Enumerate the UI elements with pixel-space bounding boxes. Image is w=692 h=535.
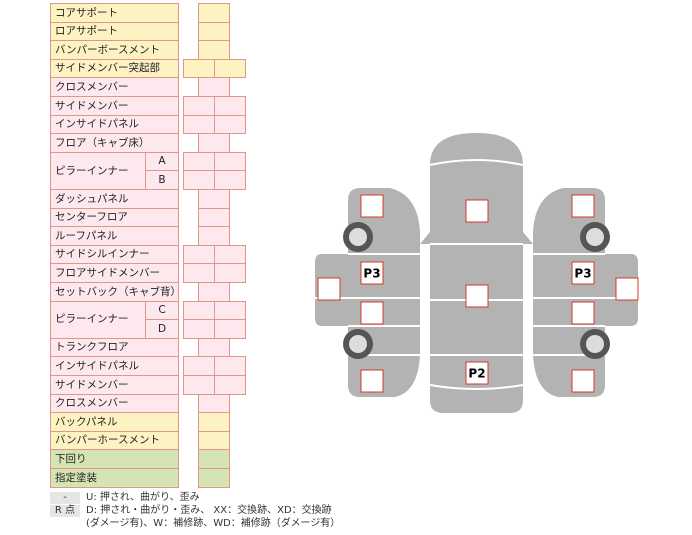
check-cell — [183, 356, 215, 376]
row-sublabel: B — [145, 170, 179, 190]
part-label: P3 — [574, 267, 591, 281]
check-box — [571, 369, 595, 393]
check-box — [465, 284, 489, 308]
car-body — [430, 133, 523, 413]
row-label: ピラーインナー — [50, 300, 146, 339]
check-cell — [214, 375, 246, 395]
legend-key: R 点 — [50, 505, 80, 517]
check-cell — [198, 133, 230, 153]
check-cell — [214, 170, 246, 190]
check-box — [615, 277, 639, 301]
check-box — [571, 194, 595, 218]
part-label: P3 — [363, 267, 380, 281]
row-label: クロスメンバー — [50, 393, 179, 414]
check-cell — [198, 468, 230, 488]
check-box — [571, 301, 595, 325]
check-cell — [198, 40, 230, 60]
row-label: センターフロア — [50, 207, 179, 228]
side-line — [315, 253, 420, 356]
check-box — [360, 194, 384, 218]
row-label: インサイドパネル — [50, 114, 179, 135]
check-box — [360, 261, 384, 285]
row-label: 下回り — [50, 449, 179, 469]
row-label: バンパーホースメント — [50, 430, 179, 451]
row-label: ロアサポート — [50, 21, 179, 42]
check-box — [571, 261, 595, 285]
check-cell — [214, 96, 246, 116]
check-cell — [214, 263, 246, 283]
row-label: 指定塗装 — [50, 468, 179, 488]
check-cell — [198, 77, 230, 97]
row-sublabel: C — [145, 300, 179, 321]
check-cell — [183, 263, 215, 283]
row-label: インサイドパネル — [50, 356, 179, 376]
car-left-side — [315, 188, 420, 397]
check-cell — [183, 244, 215, 265]
check-cell — [183, 58, 215, 79]
check-cell — [198, 189, 230, 209]
row-label: クロスメンバー — [50, 77, 179, 97]
row-label: フロア（キャブ床） — [50, 133, 179, 153]
check-cell — [183, 151, 215, 172]
row-label: サイドメンバー — [50, 375, 179, 395]
check-cell — [183, 319, 215, 339]
check-box — [465, 199, 489, 223]
row-label: セットバック（キャブ背） — [50, 282, 181, 302]
side-line — [533, 253, 638, 356]
check-cell — [183, 114, 215, 135]
row-label: サイドシルインナー — [50, 244, 179, 265]
check-cell — [198, 449, 230, 469]
check-cell — [214, 356, 246, 376]
check-cell — [198, 207, 230, 228]
check-cell — [198, 412, 230, 432]
check-box — [317, 277, 341, 301]
legend-text: U: 押され、曲がり、歪み — [86, 492, 200, 503]
check-cell — [198, 226, 230, 246]
check-cell — [214, 58, 246, 79]
check-cell — [183, 96, 215, 116]
check-cell — [198, 21, 230, 42]
row-label: ルーフパネル — [50, 226, 179, 246]
row-label: トランクフロア — [50, 337, 179, 358]
legend-text: (ダメージ有)、W：補修跡、WD：補修跡（ダメージ有） — [86, 518, 341, 529]
check-cell — [214, 151, 246, 172]
check-box — [360, 369, 384, 393]
check-box — [360, 301, 384, 325]
row-sublabel: A — [145, 151, 179, 172]
row-label: バックパネル — [50, 412, 179, 432]
check-cell — [183, 375, 215, 395]
row-sublabel: D — [145, 319, 179, 339]
legend-key: - — [50, 492, 80, 504]
check-cell — [198, 430, 230, 451]
check-cell — [198, 337, 230, 358]
legend-text: D: 押され・曲がり・歪み、 XX：交換跡、XD：交換跡 — [86, 505, 332, 516]
check-cell — [183, 300, 215, 321]
row-label: フロアサイドメンバー — [50, 263, 179, 283]
check-cell — [214, 319, 246, 339]
row-label: バンパーボースメント — [50, 40, 179, 60]
check-cell — [214, 244, 246, 265]
check-box — [465, 361, 489, 385]
check-cell — [198, 393, 230, 414]
check-cell — [214, 300, 246, 321]
wheels — [343, 222, 610, 359]
row-label: サイドメンバー突起部 — [50, 58, 179, 79]
check-cell — [214, 114, 246, 135]
row-label: サイドメンバー — [50, 96, 179, 116]
part-label: P2 — [468, 367, 485, 381]
check-cell — [198, 282, 230, 302]
check-cell — [198, 3, 230, 23]
row-label: ピラーインナー — [50, 151, 146, 190]
row-label: ダッシュパネル — [50, 189, 179, 209]
row-label: コアサポート — [50, 3, 179, 23]
check-cell — [183, 170, 215, 190]
